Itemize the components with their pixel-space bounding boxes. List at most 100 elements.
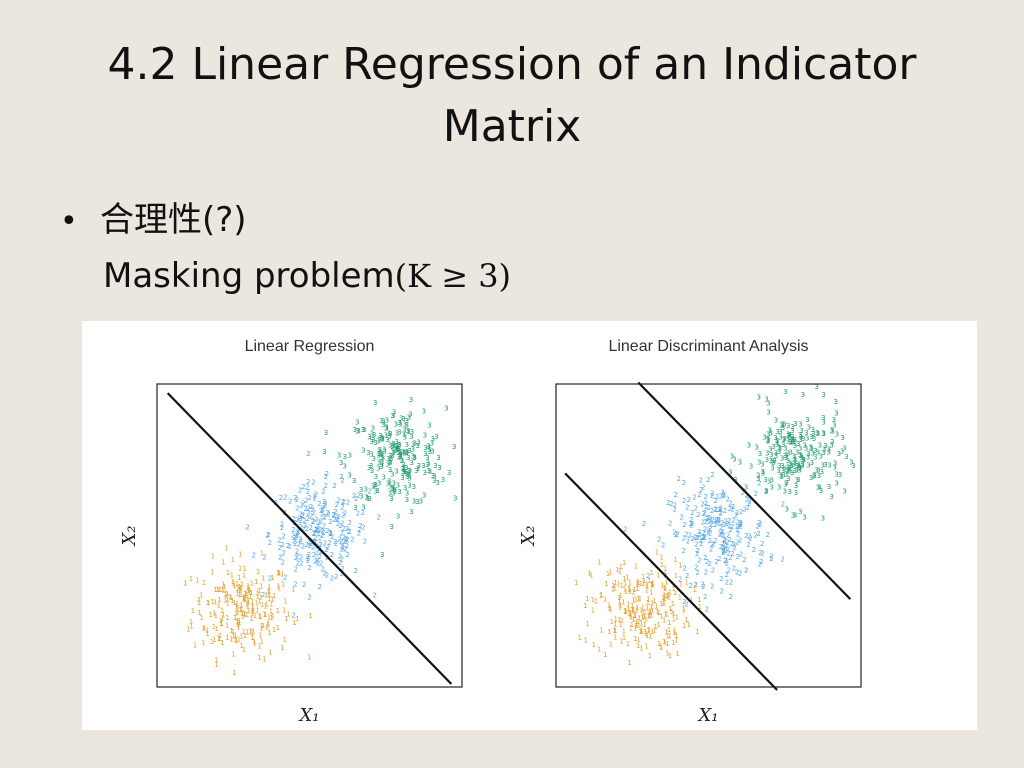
data-point-class-1: 1: [656, 571, 660, 579]
data-point-class-1: 1: [189, 575, 193, 583]
data-point-class-2: 2: [702, 509, 706, 517]
data-point-class-3: 3: [426, 442, 430, 450]
data-point-class-1: 1: [626, 640, 630, 648]
data-point-class-2: 2: [674, 531, 678, 539]
data-point-class-3: 3: [392, 486, 396, 494]
data-point-class-1: 1: [608, 605, 612, 613]
data-point-class-1: 1: [236, 584, 240, 592]
data-point-class-2: 2: [335, 514, 339, 522]
data-point-class-2: 2: [736, 530, 740, 538]
data-point-class-1: 1: [221, 581, 225, 589]
data-point-class-1: 1: [619, 563, 623, 571]
data-point-class-1: 1: [625, 574, 629, 582]
data-point-class-2: 2: [684, 530, 688, 538]
data-point-class-2: 2: [357, 526, 361, 534]
data-point-class-3: 3: [359, 493, 363, 501]
data-point-class-1: 1: [221, 586, 225, 594]
data-point-class-1: 1: [594, 598, 598, 606]
data-point-class-1: 1: [212, 636, 216, 644]
data-point-class-2: 2: [342, 538, 346, 546]
data-point-class-1: 1: [667, 619, 671, 627]
data-point-class-1: 1: [633, 624, 637, 632]
data-point-class-1: 1: [225, 590, 229, 598]
data-point-class-1: 1: [659, 553, 663, 561]
data-point-class-2: 2: [328, 530, 332, 538]
data-point-class-1: 1: [189, 618, 193, 626]
data-point-class-2: 2: [699, 537, 703, 545]
data-point-class-1: 1: [199, 591, 203, 599]
data-point-class-1: 1: [243, 590, 247, 598]
data-point-class-3: 3: [811, 430, 815, 438]
data-point-class-1: 1: [599, 592, 603, 600]
data-point-class-2: 2: [323, 502, 327, 510]
data-point-class-3: 3: [377, 450, 381, 458]
data-point-class-3: 3: [404, 441, 408, 449]
data-point-class-2: 2: [715, 516, 719, 524]
data-point-class-1: 1: [678, 593, 682, 601]
data-point-class-1: 1: [277, 569, 281, 577]
data-point-class-1: 1: [647, 612, 651, 620]
data-point-class-2: 2: [757, 480, 761, 488]
data-point-class-3: 3: [804, 429, 808, 437]
data-point-class-2: 2: [710, 492, 714, 500]
data-point-class-2: 2: [780, 556, 784, 564]
data-point-class-3: 3: [816, 484, 820, 492]
data-point-class-3: 3: [801, 391, 805, 399]
data-point-class-2: 2: [312, 495, 316, 503]
data-point-class-1: 1: [246, 599, 250, 607]
data-point-class-1: 1: [260, 622, 264, 630]
data-point-class-1: 1: [226, 569, 230, 577]
data-point-class-3: 3: [832, 416, 836, 424]
data-point-class-3: 3: [827, 462, 831, 470]
data-point-class-1: 1: [631, 589, 635, 597]
data-point-class-2: 2: [725, 579, 729, 587]
data-point-class-3: 3: [367, 433, 371, 441]
data-point-class-2: 2: [745, 504, 749, 512]
data-point-class-3: 3: [762, 433, 766, 441]
data-point-class-2: 2: [318, 541, 322, 549]
data-point-class-2: 2: [699, 486, 703, 494]
data-point-class-2: 2: [744, 532, 748, 540]
data-point-class-1: 1: [262, 611, 266, 619]
data-point-class-3: 3: [411, 445, 415, 453]
data-point-class-1: 1: [675, 613, 679, 621]
data-point-class-1: 1: [197, 596, 201, 604]
data-point-class-3: 3: [786, 466, 790, 474]
data-point-class-2: 2: [722, 521, 726, 529]
data-point-class-3: 3: [352, 426, 356, 434]
data-point-class-3: 3: [788, 460, 792, 468]
data-point-class-2: 2: [315, 523, 319, 531]
data-point-class-1: 1: [679, 580, 683, 588]
data-point-class-2: 2: [719, 531, 723, 539]
data-point-class-1: 1: [220, 615, 224, 623]
data-point-class-1: 1: [660, 561, 664, 569]
data-point-class-2: 2: [695, 569, 699, 577]
masking-text: Masking problem: [103, 256, 395, 296]
data-point-class-1: 1: [242, 565, 246, 573]
data-point-class-3: 3: [390, 452, 394, 460]
data-point-class-3: 3: [774, 449, 778, 457]
data-point-class-2: 2: [261, 591, 265, 599]
data-point-class-1: 1: [239, 642, 243, 650]
data-point-class-1: 1: [242, 610, 246, 618]
data-point-class-1: 1: [617, 616, 621, 624]
data-point-class-3: 3: [808, 443, 812, 451]
data-point-class-3: 3: [767, 426, 771, 434]
data-point-class-3: 3: [430, 440, 434, 448]
data-point-class-2: 2: [730, 540, 734, 548]
data-point-class-1: 1: [609, 641, 613, 649]
data-point-class-3: 3: [796, 440, 800, 448]
data-point-class-2: 2: [343, 510, 347, 518]
data-point-class-2: 2: [738, 521, 742, 529]
data-point-class-3: 3: [414, 467, 418, 475]
data-point-class-1: 1: [662, 584, 666, 592]
data-point-class-1: 1: [232, 582, 236, 590]
data-point-class-3: 3: [766, 409, 770, 417]
data-point-class-3: 3: [756, 393, 760, 401]
data-point-class-3: 3: [427, 448, 431, 456]
data-point-class-2: 2: [722, 535, 726, 543]
data-point-class-3: 3: [359, 486, 363, 494]
data-point-class-3: 3: [389, 455, 393, 463]
data-point-class-2: 2: [334, 540, 338, 548]
data-point-class-3: 3: [817, 472, 821, 480]
